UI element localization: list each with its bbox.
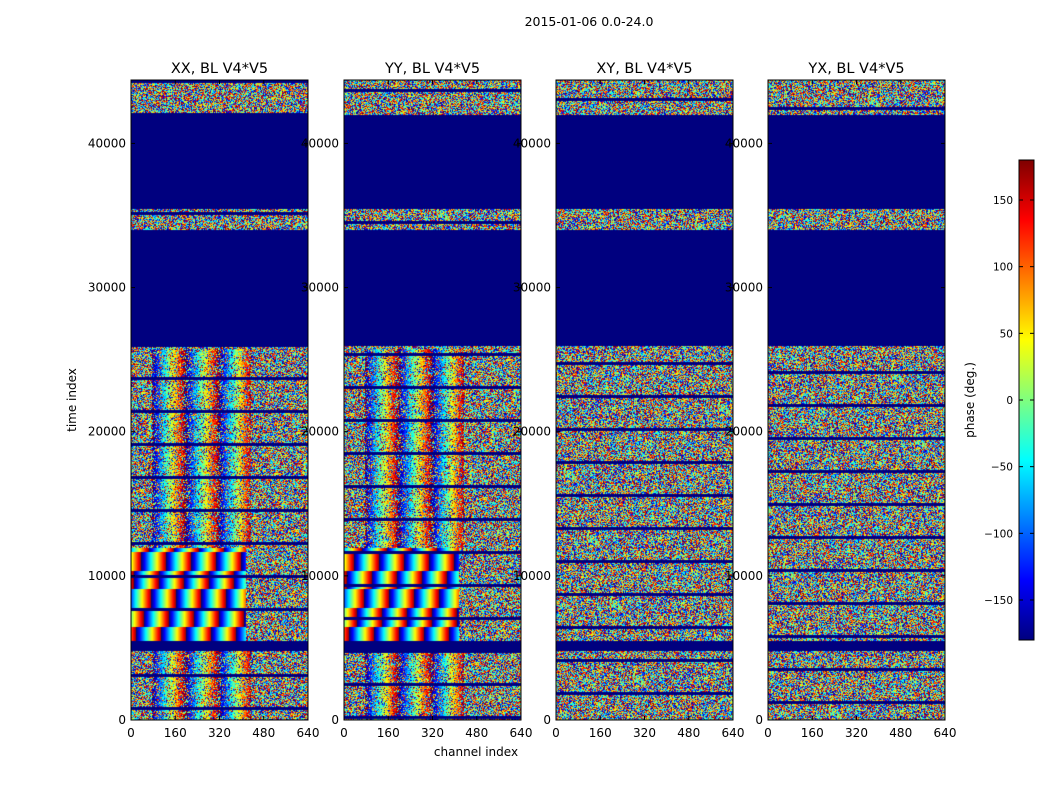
panel-title: YY, BL V4*V5 xyxy=(384,61,480,77)
x-tick-label: 0 xyxy=(127,726,135,740)
y-tick-label: 20000 xyxy=(513,425,551,439)
y-tick-label: 10000 xyxy=(725,569,763,583)
y-axis-label: time index xyxy=(65,368,79,432)
colorbar-tick-label: 0 xyxy=(1006,395,1013,407)
colorbar-tick-label: −100 xyxy=(984,528,1013,540)
y-tick-label: 20000 xyxy=(88,425,126,439)
x-axis-label: channel index xyxy=(434,745,518,759)
y-tick-label: 10000 xyxy=(88,569,126,583)
x-tick-label: 480 xyxy=(677,726,700,740)
panel-4: YX, BL V4*V5 0 160 320 480 640 0 10000 20000 3000… xyxy=(725,61,957,740)
colorbar-label: phase (deg.) xyxy=(963,362,977,438)
panel-heatmap xyxy=(768,80,945,720)
y-tick-label: 40000 xyxy=(513,136,551,150)
y-tick-label: 30000 xyxy=(725,281,763,295)
x-tick-label: 640 xyxy=(934,726,957,740)
panel-heatmap-area xyxy=(344,80,521,720)
x-tick-label: 320 xyxy=(421,726,444,740)
x-tick-label: 320 xyxy=(208,726,231,740)
y-tick-label: 10000 xyxy=(513,569,551,583)
y-tick-label: 40000 xyxy=(725,136,763,150)
y-tick-label: 0 xyxy=(755,713,763,727)
colorbar-tick-label: −50 xyxy=(991,462,1013,474)
colorbar-tick-label: 50 xyxy=(1000,328,1013,340)
y-tick-label: 40000 xyxy=(88,136,126,150)
panel-title: YX, BL V4*V5 xyxy=(807,61,904,77)
x-tick-label: 160 xyxy=(164,726,187,740)
x-tick-label: 160 xyxy=(589,726,612,740)
colorbar-tick-label: −150 xyxy=(984,595,1013,607)
panels: XX, BL V4*V5 0 160 320 480 640 0 10000 20000 3000… xyxy=(88,61,957,740)
colorbar-tick-label: 100 xyxy=(993,262,1013,274)
y-tick-label: 20000 xyxy=(725,425,763,439)
x-tick-label: 640 xyxy=(510,726,533,740)
panel-title: XX, BL V4*V5 xyxy=(171,61,268,77)
panel-heatmap xyxy=(131,80,308,720)
x-tick-label: 320 xyxy=(633,726,656,740)
y-tick-label: 30000 xyxy=(513,281,551,295)
x-tick-label: 320 xyxy=(845,726,868,740)
y-tick-label: 0 xyxy=(331,713,339,727)
panel-heatmap xyxy=(344,80,521,720)
y-tick-label: 20000 xyxy=(301,425,339,439)
x-tick-label: 640 xyxy=(297,726,320,740)
panel-heatmap xyxy=(556,80,733,720)
panel-3: XY, BL V4*V5 0 160 320 480 640 0 10000 20000 3000… xyxy=(513,61,745,740)
x-tick-label: 480 xyxy=(465,726,488,740)
figure-suptitle: 2015-01-06 0.0-24.0 xyxy=(525,14,654,29)
y-tick-label: 0 xyxy=(543,713,551,727)
panel-2: YY, BL V4*V5 0 160 320 480 640 0 10000 20000 3000… xyxy=(301,61,533,740)
x-tick-label: 160 xyxy=(377,726,400,740)
x-tick-label: 0 xyxy=(764,726,772,740)
y-tick-label: 10000 xyxy=(301,569,339,583)
y-tick-label: 30000 xyxy=(301,281,339,295)
x-tick-label: 480 xyxy=(889,726,912,740)
colorbar-tick-label: 150 xyxy=(993,195,1013,207)
panel-heatmap-area xyxy=(556,80,733,720)
colorbar-ticks: −150 −100 −50 0 50 100 150 xyxy=(984,195,1034,607)
panel-heatmap-area xyxy=(768,80,945,720)
colorbar: −150 −100 −50 0 50 100 150 phase (deg.) xyxy=(963,159,1035,641)
y-tick-label: 0 xyxy=(118,713,126,727)
panel-heatmap-area xyxy=(131,80,308,720)
x-tick-label: 160 xyxy=(801,726,824,740)
x-tick-label: 480 xyxy=(252,726,275,740)
x-tick-label: 640 xyxy=(722,726,745,740)
x-tick-label: 0 xyxy=(552,726,560,740)
x-tick-label: 0 xyxy=(340,726,348,740)
panel-title: XY, BL V4*V5 xyxy=(596,61,692,77)
y-tick-label: 30000 xyxy=(88,281,126,295)
panel-1: XX, BL V4*V5 0 160 320 480 640 0 10000 20000 3000… xyxy=(88,61,320,740)
y-tick-label: 40000 xyxy=(301,136,339,150)
